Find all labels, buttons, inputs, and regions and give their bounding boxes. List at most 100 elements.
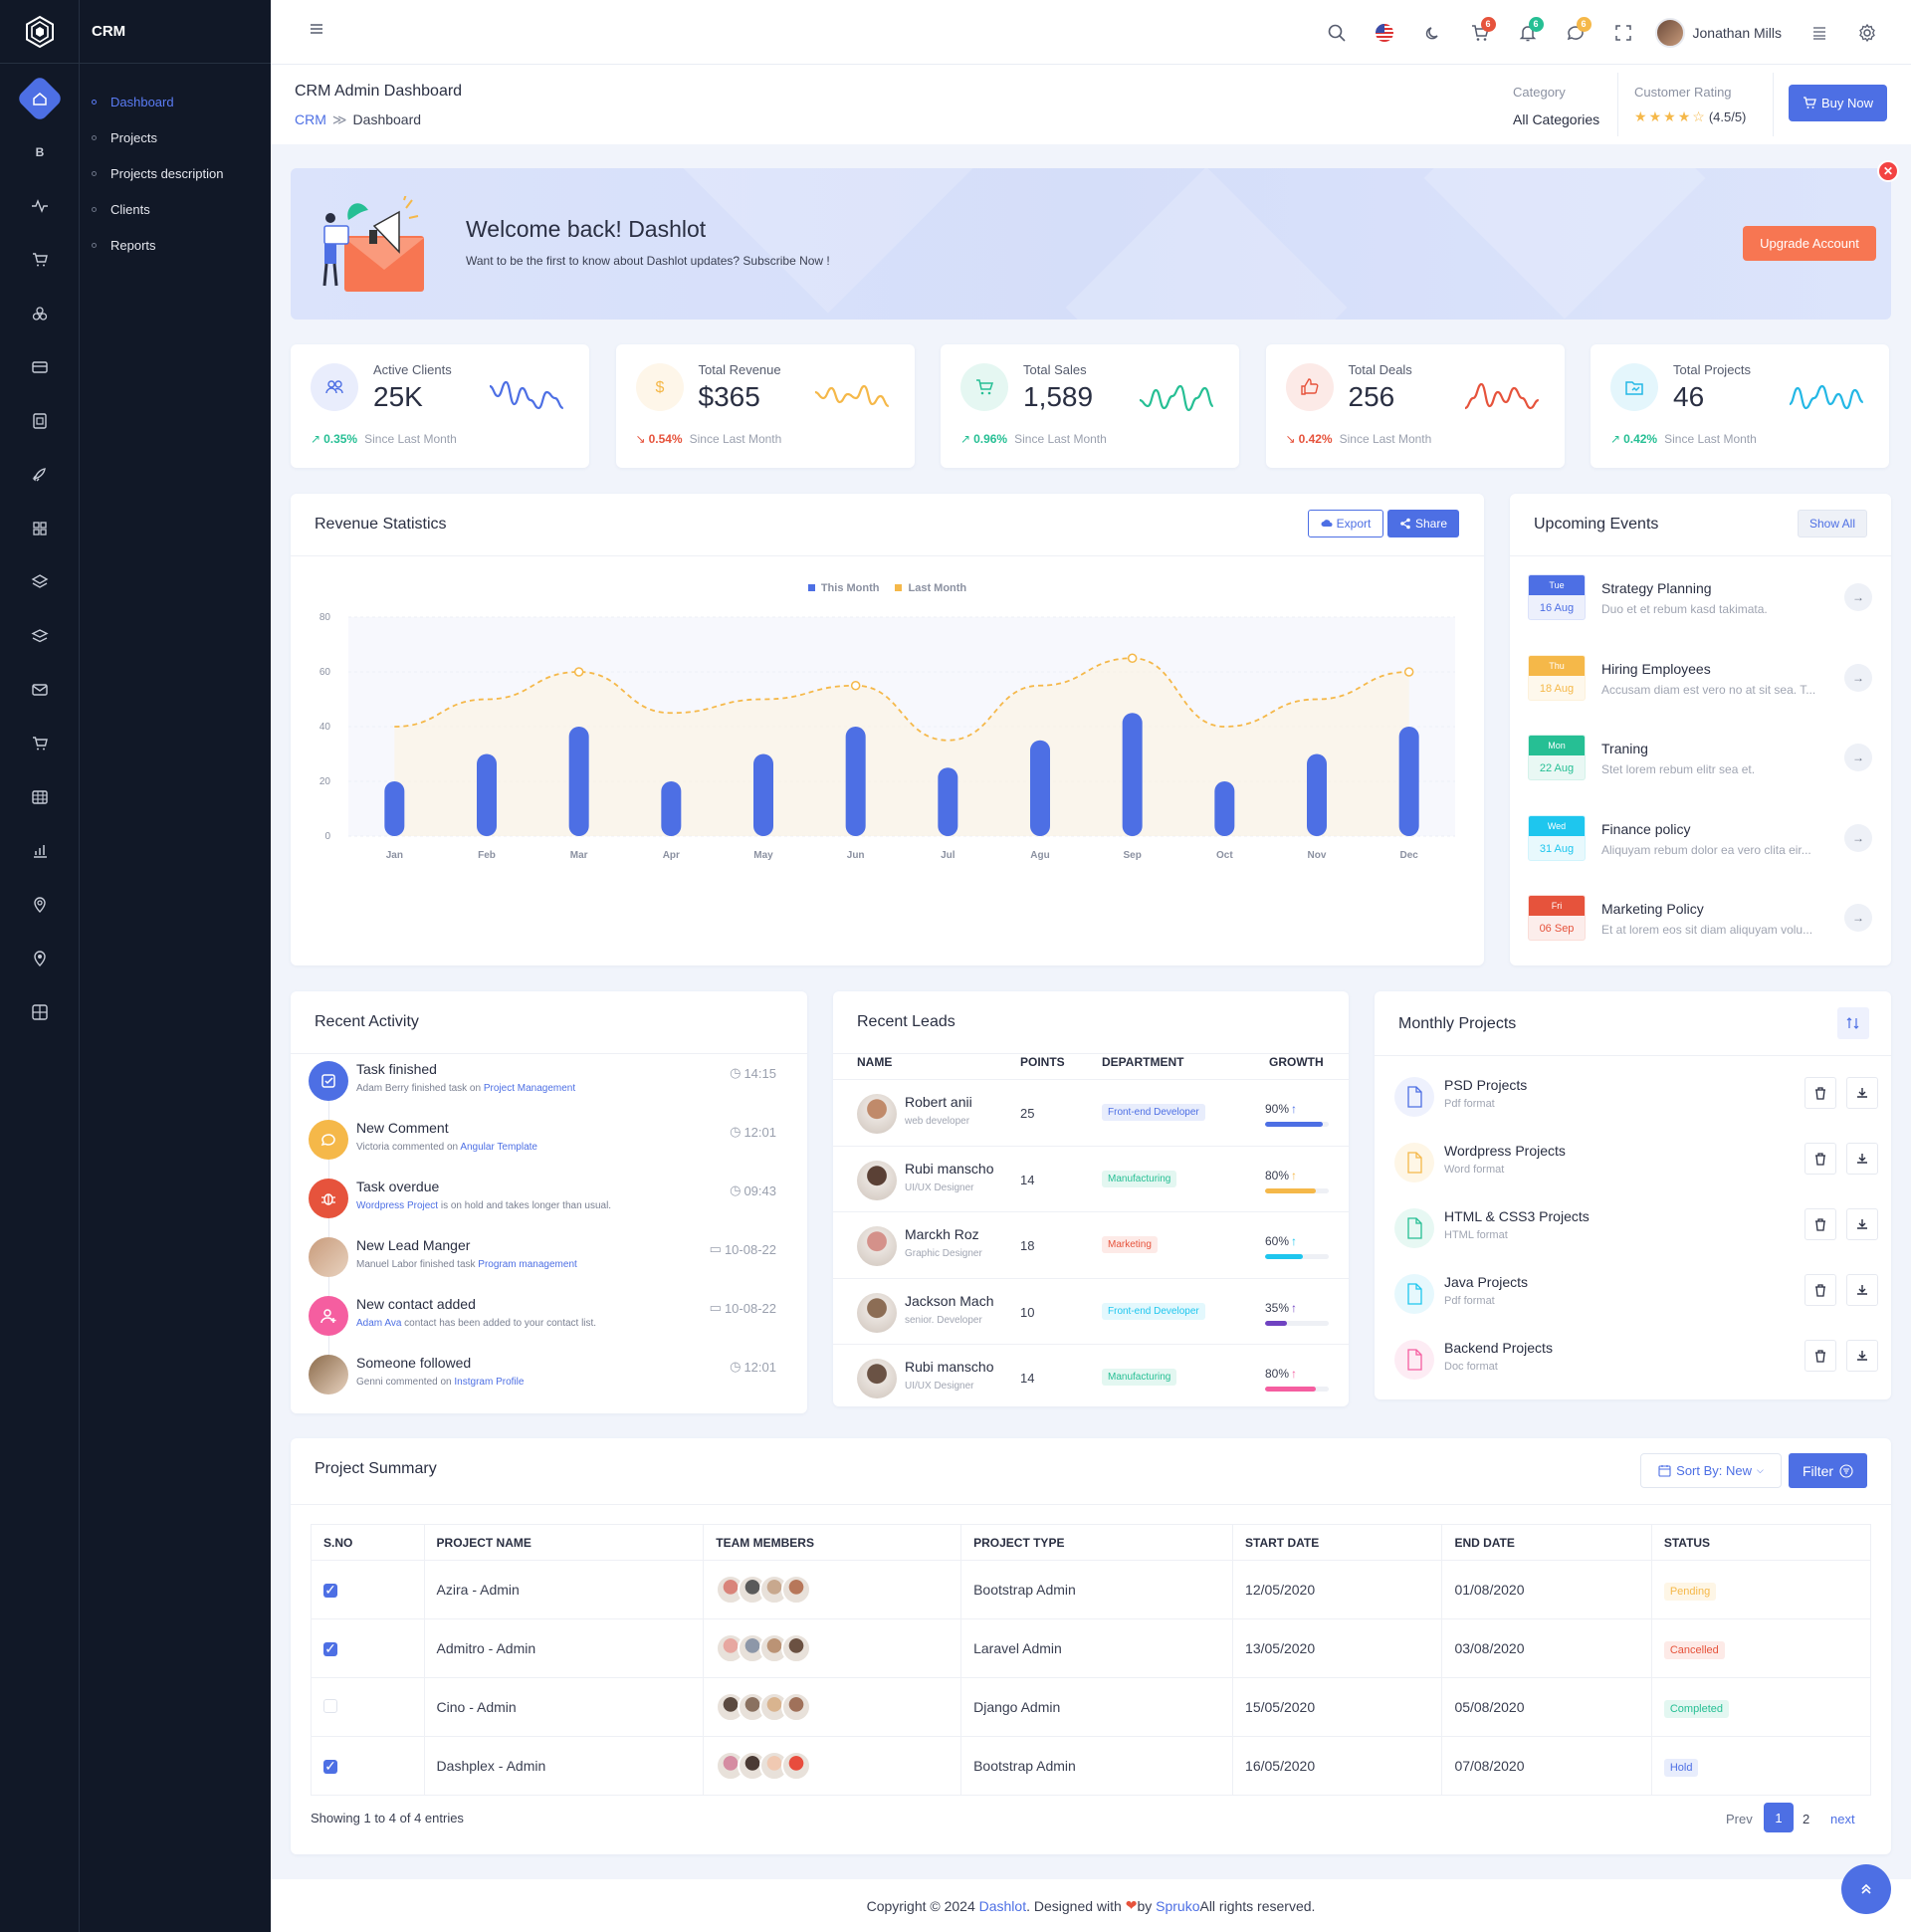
rail-item-location[interactable] <box>0 932 80 985</box>
cart-icon[interactable]: 6 <box>1456 13 1504 53</box>
bell-icon[interactable]: 6 <box>1504 13 1552 53</box>
pagination-next[interactable]: next <box>1830 1812 1855 1826</box>
sidebar-item-reports[interactable]: Reports <box>80 227 271 263</box>
activity-link[interactable]: Program management <box>478 1259 577 1270</box>
rail-item-table[interactable] <box>0 770 80 824</box>
show-all-button[interactable]: Show All <box>1798 510 1867 537</box>
activity-link[interactable]: Project Management <box>483 1083 576 1094</box>
rail-item-cart[interactable] <box>0 233 80 287</box>
delete-button[interactable] <box>1805 1274 1836 1306</box>
avatar[interactable] <box>781 1751 812 1781</box>
legend-swatch <box>807 584 815 591</box>
rail-item-grid[interactable] <box>0 502 80 555</box>
arrow-right-icon[interactable]: → <box>1844 823 1872 852</box>
delete-button[interactable] <box>1805 1340 1836 1372</box>
category-select[interactable]: Category All Categories <box>1513 85 1599 127</box>
upgrade-account-button[interactable]: Upgrade Account <box>1743 226 1876 261</box>
breadcrumb-crm[interactable]: CRM <box>295 111 326 127</box>
checkbox-checked[interactable]: ✓ <box>323 1758 337 1774</box>
user-menu[interactable]: Jonathan Mills <box>1647 13 1797 53</box>
rail-item-bitcoin[interactable]: B <box>0 125 80 179</box>
download-button[interactable] <box>1846 1143 1878 1175</box>
sort-options-icon[interactable] <box>1837 1007 1869 1039</box>
checkbox-checked[interactable]: ✓ <box>323 1582 337 1598</box>
delete-button[interactable] <box>1805 1208 1836 1240</box>
event-item[interactable]: Wed 31 Aug Finance policy Aliquyam rebum do… <box>1528 814 1872 885</box>
activity-link[interactable]: Wordpress Project <box>356 1200 439 1211</box>
arrow-right-icon[interactable]: → <box>1844 583 1872 611</box>
event-item[interactable]: Tue 16 Aug Strategy Planning Duo et et rebu… <box>1528 574 1872 644</box>
rail-item-chart[interactable] <box>0 824 80 878</box>
sidebar-item-dashboard[interactable]: Dashboard <box>80 84 271 119</box>
delete-button[interactable] <box>1805 1077 1836 1109</box>
download-button[interactable] <box>1846 1274 1878 1306</box>
brand-logo[interactable] <box>0 0 79 64</box>
activity-link[interactable]: Adam Ava <box>356 1318 402 1329</box>
sidebar-item-clients[interactable]: Clients <box>80 191 271 227</box>
filter-button[interactable]: Filter <box>1789 1453 1867 1488</box>
pagination-page-2[interactable]: 2 <box>1803 1812 1810 1826</box>
avatar[interactable] <box>781 1633 812 1663</box>
share-button[interactable]: Share <box>1387 510 1459 537</box>
divider <box>1617 73 1618 136</box>
menu-toggle-icon[interactable] <box>309 22 324 39</box>
fullscreen-icon[interactable] <box>1599 13 1647 53</box>
activity-link[interactable]: Angular Template <box>460 1142 537 1153</box>
moon-icon[interactable] <box>1408 13 1456 53</box>
delete-button[interactable] <box>1805 1143 1836 1175</box>
col-points: POINTS <box>1020 1055 1065 1069</box>
footer-author-link[interactable]: Spruko <box>1156 1897 1200 1914</box>
download-button[interactable] <box>1846 1208 1878 1240</box>
sidebar-item-projects[interactable]: Projects <box>80 119 271 155</box>
chat-icon[interactable]: 6 <box>1552 13 1599 53</box>
legend-last-month[interactable]: Last Month <box>895 582 966 594</box>
rail-item-home[interactable] <box>0 72 80 125</box>
event-item[interactable]: Fri 06 Sep Marketing Policy Et at lorem eos… <box>1528 895 1872 965</box>
download-button[interactable] <box>1846 1340 1878 1372</box>
rail-item-apps[interactable] <box>0 287 80 340</box>
scroll-top-button[interactable] <box>1841 1864 1891 1914</box>
event-item[interactable]: Thu 18 Aug Hiring Employees Accusam diam es… <box>1528 654 1872 725</box>
activity-time: ▭ 10-08-22 <box>710 1300 776 1316</box>
avatar[interactable] <box>781 1575 812 1605</box>
lead-row[interactable]: Jackson Mach senior. Developer 10 Front-end… <box>833 1277 1349 1344</box>
checkbox-checked[interactable]: ✓ <box>323 1640 337 1656</box>
export-button[interactable]: Export <box>1308 510 1383 537</box>
rail-item-card[interactable] <box>0 340 80 394</box>
arrow-right-icon[interactable]: → <box>1844 904 1872 932</box>
checkbox-unchecked[interactable] <box>323 1698 337 1713</box>
rail-item-activity[interactable] <box>0 179 80 233</box>
rail-item-layers[interactable] <box>0 555 80 609</box>
sort-dropdown[interactable]: Sort By: New ⌵ <box>1640 1453 1782 1488</box>
us-flag-icon[interactable] <box>1361 13 1408 53</box>
settings-gear-icon[interactable] <box>1843 13 1891 53</box>
lead-row[interactable]: Robert anii web developer 25 Front-end Deve… <box>833 1079 1349 1145</box>
rail-item-shop[interactable] <box>0 717 80 770</box>
legend-this-month[interactable]: This Month <box>807 582 879 594</box>
download-button[interactable] <box>1846 1077 1878 1109</box>
sidebar-item-label: Projects description <box>110 165 224 181</box>
rail-item-rocket[interactable] <box>0 448 80 502</box>
lead-row[interactable]: Rubi manscho UI/UX Designer 14 Manufacturin… <box>833 1145 1349 1211</box>
lead-row[interactable]: Marckh Roz Graphic Designer 18 Marketing 60%… <box>833 1211 1349 1277</box>
pagination-page-1[interactable]: 1 <box>1764 1803 1794 1832</box>
rail-item-stack[interactable] <box>0 609 80 663</box>
sidebar-item-projects-description[interactable]: Projects description <box>80 155 271 191</box>
buy-now-button[interactable]: Buy Now <box>1789 85 1887 121</box>
rail-item-map-pin[interactable] <box>0 878 80 932</box>
search-icon[interactable] <box>1313 13 1361 53</box>
rail-item-mail[interactable] <box>0 663 80 717</box>
rail-item-widget[interactable] <box>0 985 80 1039</box>
close-banner-icon[interactable]: ✕ <box>1877 160 1899 182</box>
rail-item-file[interactable] <box>0 394 80 448</box>
project-format: HTML format <box>1444 1229 1508 1241</box>
event-item[interactable]: Mon 22 Aug Traning Stet lorem rebum elitr s… <box>1528 735 1872 804</box>
list-icon[interactable] <box>1796 13 1843 53</box>
activity-link[interactable]: Instgram Profile <box>454 1377 525 1388</box>
lead-row[interactable]: Rubi manscho UI/UX Designer 14 Manufacturin… <box>833 1344 1349 1409</box>
arrow-right-icon[interactable]: → <box>1844 744 1872 771</box>
footer-brand-link[interactable]: Dashlot <box>978 1897 1027 1914</box>
avatar[interactable] <box>781 1692 812 1722</box>
pagination-prev[interactable]: Prev <box>1726 1812 1753 1826</box>
arrow-right-icon[interactable]: → <box>1844 663 1872 692</box>
